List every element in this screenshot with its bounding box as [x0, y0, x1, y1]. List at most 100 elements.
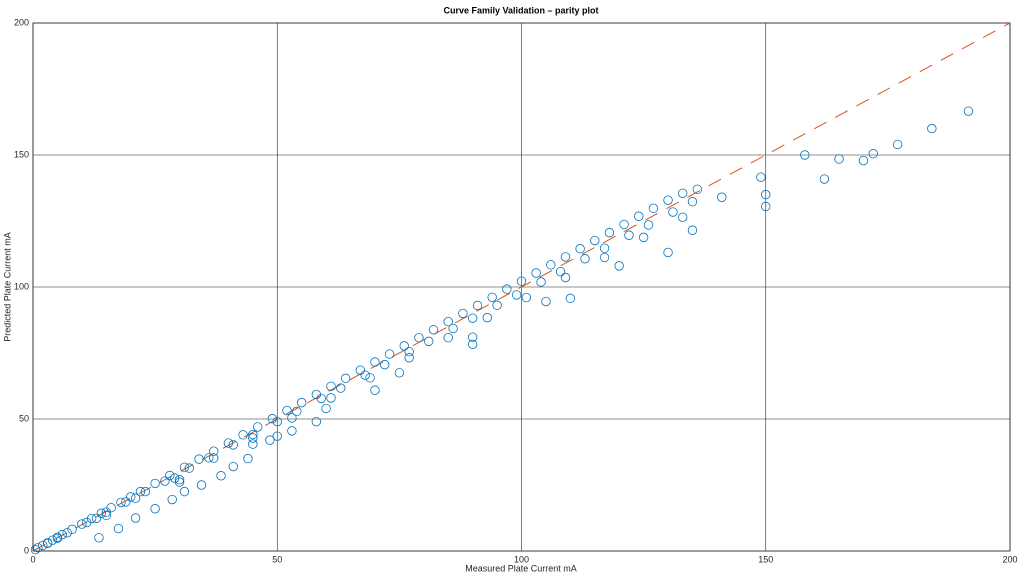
scatter-point [282, 405, 292, 416]
scatter-point [194, 454, 204, 464]
scatter-point [52, 533, 63, 544]
x-tick-label: 200 [1002, 554, 1017, 564]
scatter-point [336, 383, 346, 393]
scatter-point [179, 486, 190, 497]
scatter-point [458, 308, 468, 319]
scatter-point [130, 513, 141, 523]
scatter-point [692, 184, 703, 195]
scatter-point [370, 357, 380, 367]
scatter-point [101, 510, 111, 521]
scatter-point [643, 220, 654, 230]
scatter-point [560, 252, 571, 262]
scatter-point [57, 529, 68, 540]
scatter-point [243, 453, 253, 464]
chart-title: Curve Family Validation – parity plot [443, 5, 598, 15]
scatter-point [326, 381, 336, 391]
scatter-point [326, 393, 336, 403]
scatter-point [384, 349, 395, 359]
scatter-point [511, 290, 522, 300]
scatter-point [619, 219, 629, 230]
scatter-point [265, 435, 275, 445]
scatter-point [663, 247, 673, 258]
scatter-point [590, 235, 600, 246]
scatter-point [216, 471, 226, 481]
scatter-point [42, 538, 53, 549]
scatter-point [868, 148, 878, 159]
scatter-point [443, 332, 453, 343]
scatter-point [121, 497, 131, 507]
scatter-point [238, 430, 248, 440]
scatter-point [560, 272, 571, 283]
scatter-point [228, 440, 238, 450]
scatter-point [404, 353, 414, 363]
scatter-point [678, 212, 688, 223]
scatter-point [174, 477, 185, 487]
scatter-point [38, 540, 48, 551]
scatter-point [160, 476, 170, 486]
scatter-point [311, 416, 322, 427]
scatter-point [223, 438, 234, 448]
scatter-point [399, 341, 409, 351]
scatter-point [531, 268, 541, 278]
scatter-point [96, 508, 107, 518]
scatter-point [521, 292, 532, 303]
scatter-point [130, 493, 141, 503]
scatter-point [67, 524, 77, 535]
scatter-point [62, 528, 72, 538]
scatter-point [316, 393, 326, 404]
scatter-point [927, 123, 937, 134]
scatter-point [150, 478, 160, 489]
scatter-point [267, 414, 278, 424]
scatter-point [209, 446, 219, 456]
x-tick-label: 0 [30, 554, 35, 564]
scatter-point [536, 277, 546, 287]
scatter-point [541, 296, 551, 307]
scatter-point [365, 373, 375, 383]
scatter-point [800, 150, 810, 160]
scatter-point [638, 232, 649, 243]
x-axis-label: Measured Plate Current mA [465, 563, 577, 573]
scatter-point [668, 207, 678, 217]
scatter-point [819, 174, 830, 184]
scatter-point [599, 243, 610, 253]
scatter-point [340, 373, 351, 384]
scatter-point [116, 497, 126, 508]
scatter-point [204, 453, 214, 463]
scatter-point [135, 486, 146, 497]
y-tick-label: 50 [19, 413, 29, 423]
scatter-point [272, 431, 282, 441]
scatter-point [717, 192, 727, 202]
scatter-point [125, 492, 136, 502]
reference-line [32, 22, 1011, 552]
scatter-point [423, 336, 434, 347]
scatter-point [448, 323, 458, 334]
scatter-point [487, 292, 497, 302]
scatter-point [502, 284, 512, 294]
scatter-point [443, 316, 453, 327]
scatter-point [580, 254, 590, 264]
scatter-point [167, 494, 177, 505]
scatter-point [687, 225, 698, 235]
scatter-point [47, 535, 58, 545]
scatter-point [209, 453, 219, 463]
scatter-point [165, 470, 175, 481]
y-tick-label: 200 [14, 17, 29, 27]
scatter-point [248, 429, 258, 440]
scatter-point [287, 413, 297, 423]
scatter-point [292, 406, 302, 417]
scatter-point [575, 244, 585, 254]
scatter-point [614, 261, 624, 271]
scatter-point [414, 332, 424, 343]
scatter-point [321, 403, 331, 414]
scatter-point [287, 426, 297, 436]
scatter-point [355, 365, 365, 375]
scatter-point [370, 385, 380, 395]
scatter-point [140, 486, 151, 497]
scatter-point [404, 346, 414, 357]
scatter-point [179, 462, 190, 473]
scatter-point [482, 312, 493, 323]
y-axis-label: Predicted Plate Current mA [2, 232, 12, 342]
scatter-point [174, 475, 185, 485]
scatter-point [228, 461, 238, 472]
x-tick-label: 100 [514, 554, 529, 564]
